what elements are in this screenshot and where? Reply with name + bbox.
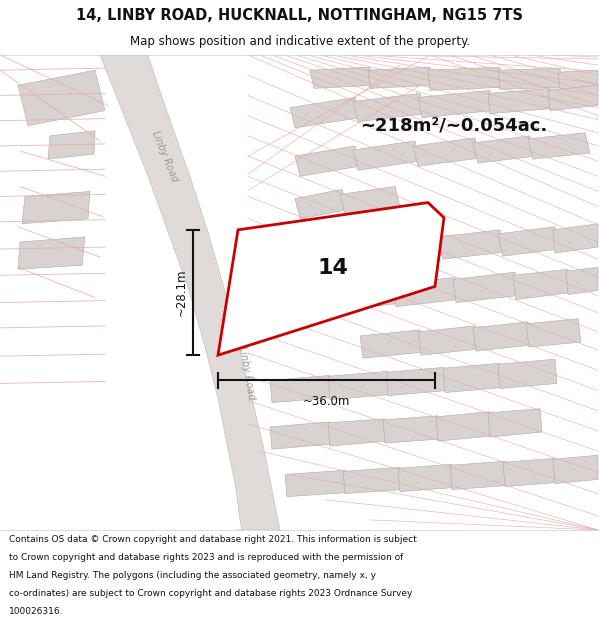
Polygon shape bbox=[328, 419, 387, 446]
Polygon shape bbox=[398, 464, 454, 492]
Polygon shape bbox=[328, 371, 390, 399]
Polygon shape bbox=[473, 136, 535, 163]
Polygon shape bbox=[48, 131, 95, 159]
Polygon shape bbox=[270, 376, 332, 402]
Polygon shape bbox=[453, 272, 518, 302]
Text: Map shows position and indicative extent of the property.: Map shows position and indicative extent… bbox=[130, 35, 470, 48]
Polygon shape bbox=[526, 319, 581, 347]
Polygon shape bbox=[383, 416, 440, 443]
Text: Linby Road: Linby Road bbox=[238, 346, 257, 401]
Polygon shape bbox=[413, 138, 480, 166]
Polygon shape bbox=[488, 409, 542, 437]
Polygon shape bbox=[553, 455, 598, 484]
Polygon shape bbox=[488, 88, 552, 114]
Polygon shape bbox=[436, 412, 492, 441]
Text: ~28.1m: ~28.1m bbox=[175, 269, 187, 316]
Polygon shape bbox=[513, 269, 571, 299]
Polygon shape bbox=[553, 224, 598, 253]
Text: HM Land Registry. The polygons (including the associated geometry, namely x, y: HM Land Registry. The polygons (includin… bbox=[9, 571, 376, 580]
Polygon shape bbox=[368, 67, 432, 88]
Polygon shape bbox=[418, 326, 478, 355]
Text: to Crown copyright and database rights 2023 and is reproduced with the permissio: to Crown copyright and database rights 2… bbox=[9, 552, 403, 562]
Polygon shape bbox=[343, 468, 402, 494]
Polygon shape bbox=[428, 67, 502, 91]
Text: ~218m²/~0.054ac.: ~218m²/~0.054ac. bbox=[360, 117, 547, 135]
Text: 14, LINBY ROAD, HUCKNALL, NOTTINGHAM, NG15 7TS: 14, LINBY ROAD, HUCKNALL, NOTTINGHAM, NG… bbox=[77, 8, 523, 23]
Polygon shape bbox=[295, 146, 360, 176]
Polygon shape bbox=[340, 186, 400, 214]
Polygon shape bbox=[100, 55, 280, 530]
Polygon shape bbox=[498, 227, 560, 256]
Text: Linby Road: Linby Road bbox=[150, 129, 180, 183]
Polygon shape bbox=[218, 202, 444, 355]
Polygon shape bbox=[378, 233, 445, 262]
Polygon shape bbox=[285, 471, 347, 497]
Polygon shape bbox=[310, 67, 374, 88]
Polygon shape bbox=[438, 230, 505, 259]
Text: ~36.0m: ~36.0m bbox=[303, 394, 350, 408]
Text: co-ordinates) are subject to Crown copyright and database rights 2023 Ordnance S: co-ordinates) are subject to Crown copyr… bbox=[9, 589, 412, 598]
Polygon shape bbox=[360, 330, 423, 358]
Polygon shape bbox=[528, 133, 590, 159]
Polygon shape bbox=[498, 68, 562, 89]
Polygon shape bbox=[498, 359, 557, 389]
Polygon shape bbox=[18, 70, 105, 126]
Polygon shape bbox=[418, 91, 493, 118]
Polygon shape bbox=[18, 237, 85, 269]
Text: Contains OS data © Crown copyright and database right 2021. This information is : Contains OS data © Crown copyright and d… bbox=[9, 535, 417, 544]
Polygon shape bbox=[320, 237, 385, 268]
Polygon shape bbox=[330, 282, 398, 311]
Polygon shape bbox=[386, 368, 447, 396]
Polygon shape bbox=[473, 322, 531, 351]
Polygon shape bbox=[558, 70, 598, 91]
Polygon shape bbox=[295, 189, 347, 219]
Polygon shape bbox=[450, 461, 507, 489]
Polygon shape bbox=[548, 86, 598, 111]
Polygon shape bbox=[290, 98, 360, 128]
Text: 100026316.: 100026316. bbox=[9, 607, 64, 616]
Polygon shape bbox=[22, 191, 90, 224]
Polygon shape bbox=[393, 278, 458, 307]
Polygon shape bbox=[503, 458, 557, 486]
Polygon shape bbox=[270, 422, 332, 449]
Polygon shape bbox=[353, 93, 425, 122]
Polygon shape bbox=[566, 268, 598, 294]
Text: 14: 14 bbox=[317, 259, 348, 279]
Polygon shape bbox=[353, 141, 420, 170]
Polygon shape bbox=[443, 363, 502, 392]
